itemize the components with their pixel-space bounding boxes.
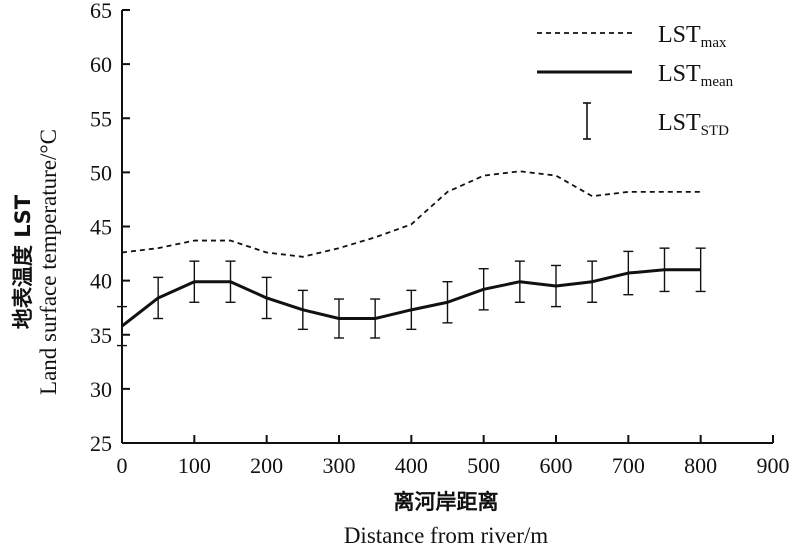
x-tick-label: 0 [117, 453, 128, 478]
y-tick-label: 55 [90, 106, 112, 131]
series-line-lst-max [121, 170, 701, 258]
error-bar [153, 276, 164, 320]
legend-label-base: LST [658, 61, 701, 87]
x-tick-label: 400 [395, 453, 428, 478]
error-bar [695, 247, 706, 293]
y-tick-label: 35 [90, 323, 112, 348]
x-tick-label: 900 [757, 453, 790, 478]
error-bar [623, 250, 634, 296]
error-bar [659, 247, 670, 293]
y-tick-label: 40 [90, 269, 112, 294]
legend-label: LSTSTD [658, 110, 729, 139]
legend-label: LSTmean [658, 61, 734, 90]
x-axis-title-chinese: 离河岸距离 [394, 490, 499, 514]
plot-area: 25 30 35 40 45 50 55 60 65 0 100 200 300 400 500 600 700… [90, 0, 790, 478]
legend-label-subscript: STD [701, 123, 730, 139]
x-tick-label: 500 [467, 453, 500, 478]
error-bar [117, 305, 127, 347]
error-bar [334, 298, 344, 339]
x-tick-label: 300 [323, 453, 356, 478]
legend-label-base: LST [658, 22, 701, 48]
y-axis-title-group: 地表温度 LST [11, 194, 35, 329]
legend-label-subscript: mean [701, 74, 734, 90]
error-bar [551, 264, 561, 308]
x-axis-title: Distance from river/m [344, 523, 548, 548]
x-tick-label: 200 [250, 453, 283, 478]
error-bar [406, 289, 417, 331]
x-tick-label: 700 [612, 453, 645, 478]
error-bar [297, 289, 308, 331]
y-tick-label: 25 [90, 431, 112, 456]
x-tick-label: 600 [540, 453, 573, 478]
y-tick-label: 30 [90, 377, 112, 402]
error-bar [370, 298, 381, 339]
y-tick-label: 65 [90, 0, 112, 23]
error-bar [587, 260, 598, 303]
error-bar [478, 268, 489, 311]
y-axis-title: Land surface temperature/°C [36, 129, 61, 395]
x-tick-label: 800 [684, 453, 717, 478]
legend-label: LSTmax [658, 22, 727, 51]
y-axis-title-group-en: Land surface temperature/°C [36, 129, 61, 395]
y-tick-label: 45 [90, 215, 112, 240]
legend-label-base: LST [658, 110, 701, 136]
legend-label-subscript: max [701, 35, 727, 51]
y-tick-label: 60 [90, 52, 112, 77]
error-bar [225, 260, 236, 303]
error-bar [442, 281, 453, 324]
error-bar [189, 260, 200, 303]
error-bar [261, 276, 272, 320]
y-tick-label: 50 [90, 160, 112, 185]
error-bar [514, 260, 525, 303]
y-axis-title-chinese: 地表温度 LST [11, 194, 35, 329]
x-tick-label: 100 [178, 453, 211, 478]
